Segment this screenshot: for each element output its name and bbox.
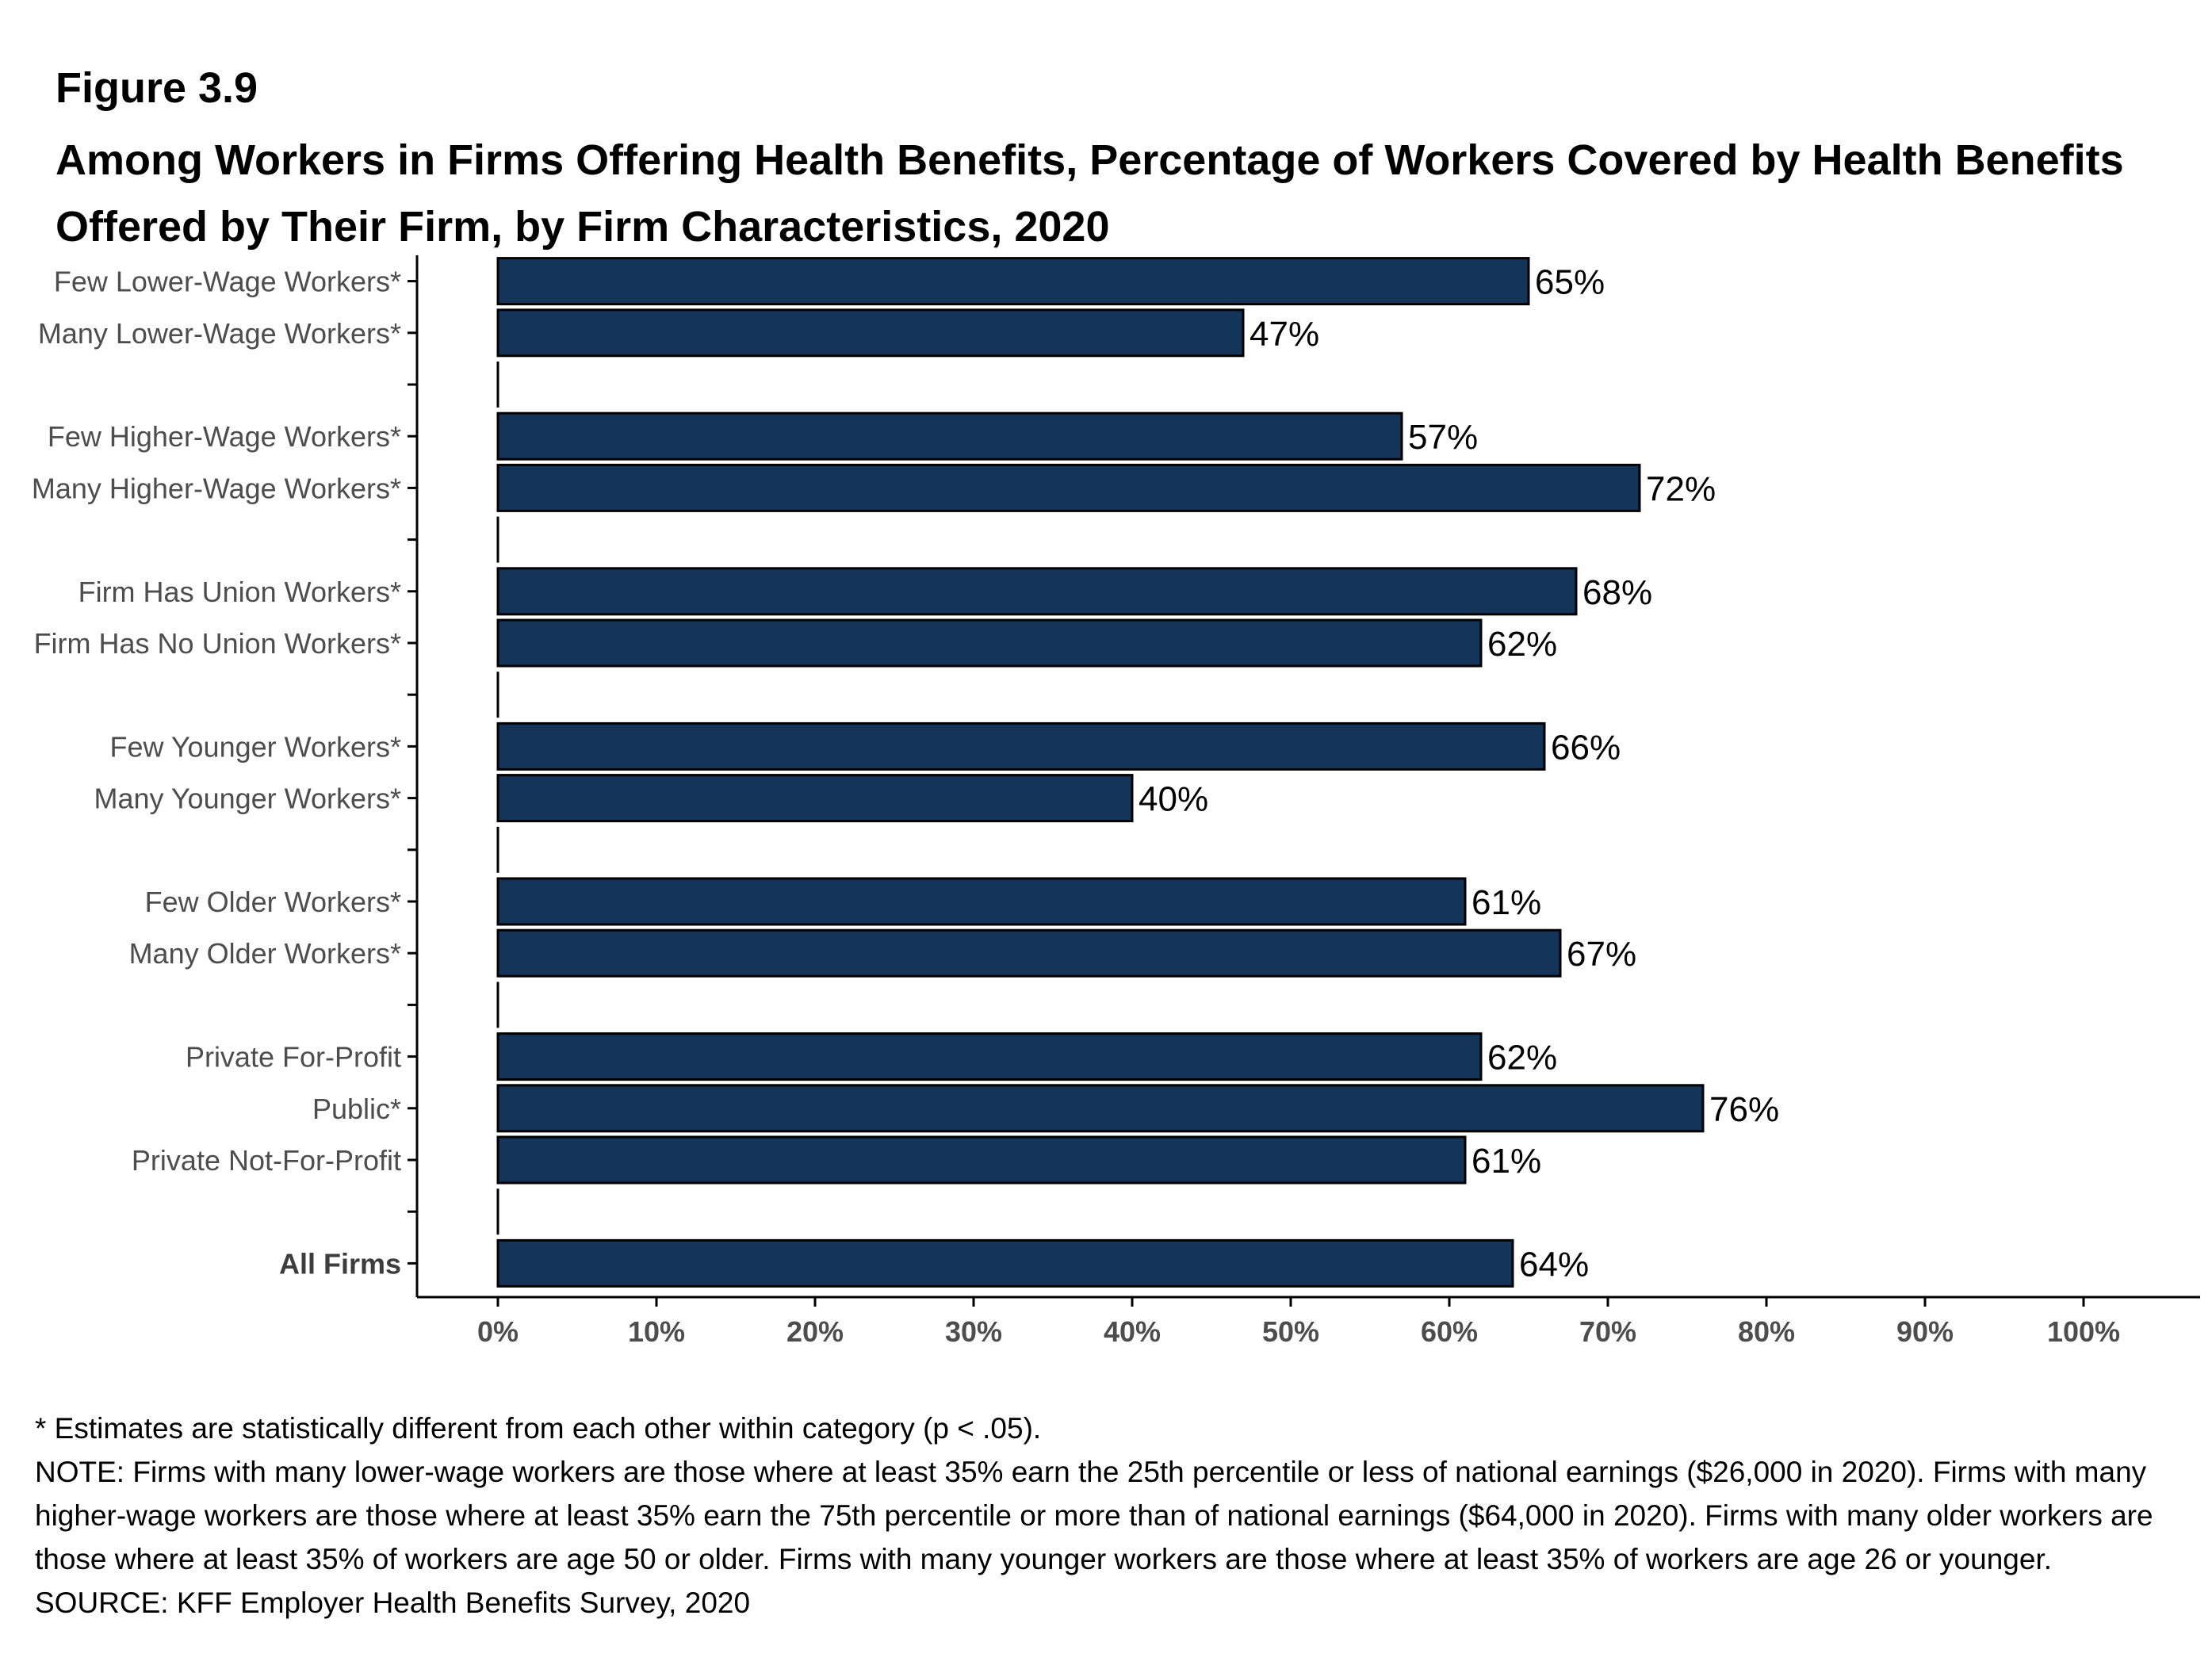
data-label: 47% [1250,315,1319,354]
data-label: 61% [1471,1142,1541,1181]
data-label: 61% [1471,883,1541,922]
bar [496,1238,1514,1288]
chart-title: Among Workers in Firms Offering Health B… [55,136,2124,251]
bar [496,257,1530,306]
data-label: 62% [1487,1039,1557,1077]
x-tick-label: 100% [2047,1315,2120,1348]
data-label: 40% [1139,780,1208,819]
category-label: Public* [312,1093,401,1125]
data-label: 66% [1551,728,1621,767]
x-tick-label: 10% [628,1315,685,1348]
data-label: 68% [1582,573,1652,612]
bar [496,463,1641,512]
x-tick-label: 90% [1896,1315,1954,1348]
category-label: Firm Has No Union Workers* [34,627,401,660]
data-label: 65% [1535,263,1605,302]
bar [496,618,1483,668]
category-label: Few Younger Workers* [109,730,401,763]
category-label: Private For-Profit [186,1041,401,1074]
data-label: 57% [1408,418,1478,457]
bar-chart: 65% Few Lower-Wage Workers* 47% Many Lower-… [32,255,2200,1348]
x-tick-label: 40% [1104,1315,1161,1348]
category-label: Few Lower-Wage Workers* [54,266,401,298]
source-text: SOURCE: KFF Employer Health Benefits Sur… [35,1587,751,1619]
category-label: Many Older Workers* [129,937,401,970]
x-tick-label: 20% [786,1315,844,1348]
category-label: Firm Has Union Workers* [78,576,401,608]
chart-notes: * Estimates are statistically different … [35,1407,2176,1625]
bar [496,928,1562,978]
note-text: NOTE: Firms with many lower-wage workers… [35,1456,2153,1575]
bar [496,1084,1705,1133]
data-label: 72% [1646,469,1716,508]
bar [496,877,1467,926]
significance-note: * Estimates are statistically different … [35,1412,1042,1445]
x-tick-label: 30% [945,1315,1002,1348]
data-label: 76% [1709,1090,1779,1129]
bar [496,722,1546,771]
bar [496,308,1245,358]
category-label: All Firms [279,1247,401,1280]
category-label: Many Higher-Wage Workers* [32,472,401,504]
category-label: Many Lower-Wage Workers* [38,317,401,350]
x-tick-label: 60% [1421,1315,1478,1348]
x-tick-label: 50% [1262,1315,1319,1348]
data-label: 67% [1567,935,1636,974]
x-tick-label: 80% [1738,1315,1795,1348]
x-tick-label: 0% [477,1315,519,1348]
bar [496,567,1578,616]
category-label: Few Older Workers* [145,886,401,918]
data-label: 62% [1487,625,1557,664]
data-label: 64% [1519,1245,1589,1284]
bar [496,411,1403,461]
bar [496,1135,1467,1185]
x-tick-label: 70% [1579,1315,1636,1348]
category-label: Private Not-For-Profit [132,1144,401,1177]
bar [496,1032,1483,1081]
category-label: Many Younger Workers* [94,783,401,815]
category-label: Few Higher-Wage Workers* [48,420,401,453]
bar [496,774,1134,823]
figure-number: Figure 3.9 [55,64,258,112]
